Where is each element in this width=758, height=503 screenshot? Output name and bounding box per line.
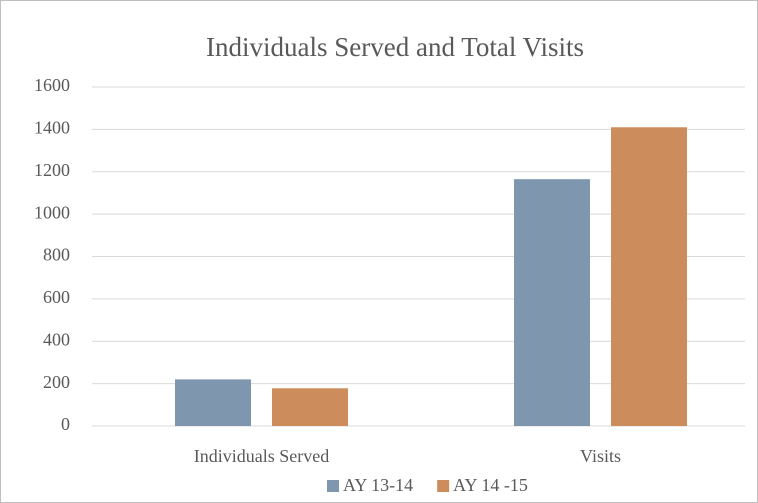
legend-label: AY 14 -15 (453, 475, 528, 495)
x-tick-label: Individuals Served (194, 446, 329, 466)
chart-title: Individuals Served and Total Visits (206, 32, 584, 62)
bar (175, 379, 251, 426)
bar (611, 127, 687, 426)
y-tick-label: 1400 (34, 118, 70, 138)
y-tick-label: 1000 (34, 202, 70, 222)
y-tick-label: 1200 (34, 160, 70, 180)
y-tick-label: 600 (43, 287, 70, 307)
y-tick-label: 200 (43, 372, 70, 392)
bar (272, 388, 348, 426)
legend-label: AY 13-14 (343, 475, 413, 495)
y-tick-label: 1600 (34, 75, 70, 95)
y-tick-label: 800 (43, 245, 70, 265)
legend-swatch (327, 480, 339, 492)
bar (514, 179, 590, 426)
y-tick-label: 0 (61, 414, 70, 434)
legend-swatch (437, 480, 450, 492)
y-tick-label: 400 (43, 329, 70, 349)
x-tick-label: Visits (580, 446, 621, 466)
